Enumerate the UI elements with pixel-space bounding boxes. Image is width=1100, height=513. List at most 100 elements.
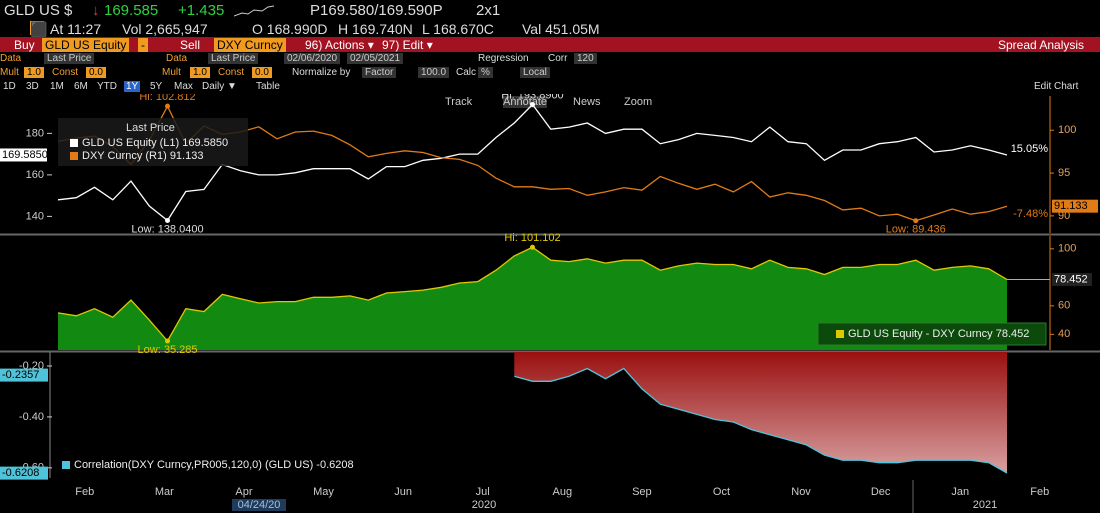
chart-tool[interactable]: Annotate [503, 96, 548, 108]
label: Mult [0, 67, 19, 78]
dropdown[interactable]: Local [520, 67, 550, 78]
input[interactable]: 0.0 [86, 67, 106, 78]
time: At 11:27 [50, 21, 102, 37]
extreme-label: Low: 89.436 [886, 224, 946, 236]
x-tick-label: Dec [871, 486, 891, 498]
dropdown[interactable]: Factor [362, 67, 397, 78]
change-label: 15.05% [1011, 143, 1049, 155]
extreme-label: Hi: 102.812 [139, 94, 195, 103]
last-value: -0.2357 [2, 369, 39, 381]
ticker: GLD US $ [4, 2, 73, 19]
y2-tick-label: 95 [1058, 167, 1070, 179]
date-field[interactable]: 02/05/2021 [347, 53, 404, 64]
input[interactable]: 1.0 [24, 67, 44, 78]
year-label: 2021 [973, 499, 997, 511]
extreme-label: Low: 35.285 [138, 344, 198, 356]
label: Normalize by [292, 67, 351, 78]
period-button[interactable]: 1M [50, 81, 64, 92]
date-field[interactable]: 02/06/2020 [284, 53, 341, 64]
legend-bg [58, 118, 248, 166]
last-value-bg [0, 466, 48, 480]
series-line [514, 367, 1008, 474]
period-button[interactable]: 1Y [124, 81, 141, 92]
chart-toolbar: Edit Chart 1D 3D 1M 6M YTD 1Y 5Y Max Daily ▼ Tabl… [0, 81, 1100, 108]
period-button[interactable]: 6M [74, 81, 88, 92]
size: 2x1 [476, 2, 501, 19]
minus-button[interactable]: - [138, 38, 148, 52]
input[interactable]: 100.0 [418, 67, 450, 78]
down-arrow: ↓ [92, 2, 100, 19]
edit-chart[interactable]: Edit Chart [1034, 81, 1079, 92]
x-tick-label: Sep [632, 486, 652, 498]
x-tick-label: Feb [1030, 486, 1049, 498]
sell-label: Sell [180, 38, 201, 52]
x-tick-label: Oct [713, 486, 730, 498]
year-label: 2020 [472, 499, 496, 511]
input[interactable]: 1.0 [190, 67, 210, 78]
legend-label: DXY Curncy (R1) 91.133 [82, 150, 203, 162]
extreme-marker [165, 217, 170, 223]
period-button[interactable]: YTD [97, 81, 117, 92]
input[interactable]: 120 [574, 53, 597, 64]
last-value: 91.133 [1054, 200, 1088, 212]
extreme-label: Low: 138.0400 [131, 223, 203, 235]
input[interactable]: 0.0 [252, 67, 272, 78]
period-button[interactable]: 3D [26, 81, 39, 92]
legend-swatch [70, 139, 78, 147]
label: Const [218, 67, 245, 78]
alert-icon[interactable]: ⬛ [30, 21, 48, 37]
x-tick-label: Jul [476, 486, 490, 498]
last-value-bg [0, 368, 48, 382]
buy-security[interactable]: GLD US Equity [42, 38, 130, 52]
chart-tool[interactable]: News [573, 96, 601, 108]
edit-menu[interactable]: 97) Edit ▾ [382, 38, 433, 52]
date-marker: 04/24/20 [238, 499, 281, 511]
area-fill [58, 247, 1007, 350]
chart-tool[interactable]: Track [445, 96, 473, 108]
period-button[interactable]: 5Y [150, 81, 163, 92]
label: Const [52, 67, 79, 78]
last-price: 169.585 [104, 2, 159, 19]
legend-swatch [70, 152, 78, 160]
table-button[interactable]: Table [256, 81, 280, 92]
last-value-bg [0, 148, 47, 162]
legend-label: Correlation(DXY Curncy,PR005,120,0) (GLD… [74, 459, 354, 471]
frequency[interactable]: Daily ▼ [202, 81, 237, 92]
y-tick-label: -0.40 [19, 411, 44, 423]
low: L 168.670C [422, 21, 494, 37]
extreme-marker [165, 338, 170, 344]
buy-label: Buy [14, 38, 35, 52]
x-tick-label: Nov [791, 486, 811, 498]
last-value: -0.6208 [2, 467, 39, 479]
label: Mult [162, 67, 181, 78]
sell-security[interactable]: DXY Curncy [214, 38, 286, 52]
dropdown[interactable]: Last Price [208, 53, 259, 64]
last-value: 78.452 [1054, 273, 1088, 285]
date-marker-bg [232, 499, 286, 511]
sparkline-icon [234, 5, 274, 17]
dropdown[interactable]: % [478, 67, 493, 78]
y-tick-label: 180 [26, 127, 44, 139]
period-button[interactable]: Max [174, 81, 193, 92]
legend-swatch [62, 461, 70, 469]
y2-tick-label: 90 [1058, 210, 1070, 222]
stats-row: ⬛ At 11:27 Vol 2,665,947 O 168.990D H 16… [0, 21, 1100, 37]
settings-row-2: Mult 1.0 Const 0.0 Mult 1.0 Const 0.0 No… [0, 67, 1100, 80]
legend-bg [817, 322, 1047, 346]
legend-bg [58, 455, 378, 475]
page-title: Spread Analysis [998, 38, 1085, 52]
chart-tool[interactable]: Zoom [624, 96, 653, 108]
value: Val 451.05M [522, 21, 600, 37]
legend-label: GLD US Equity (L1) 169.5850 [82, 137, 228, 149]
y-tick-label: 100 [1058, 243, 1076, 255]
open: O 168.990D [252, 21, 328, 37]
label: Calc [456, 67, 477, 78]
settings-row-1: Data Last Price Data Last Price 02/06/20… [0, 53, 1100, 66]
label: Data [166, 53, 188, 64]
dropdown[interactable]: Last Price [44, 53, 95, 64]
last-value: 169.5850 [2, 149, 48, 161]
period-button[interactable]: 1D [3, 81, 16, 92]
actions-menu[interactable]: 96) Actions ▾ [305, 38, 374, 52]
x-tick-label: Mar [155, 486, 174, 498]
